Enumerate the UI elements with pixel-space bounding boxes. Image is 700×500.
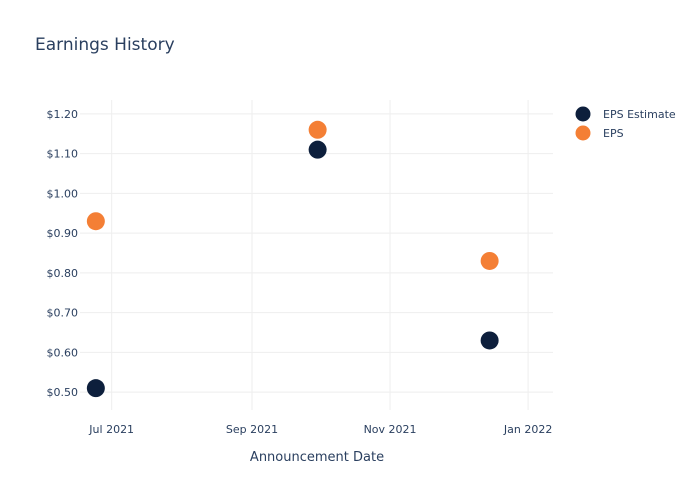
y-tick-label: $1.20	[47, 108, 79, 121]
data-point-eps-estimate[interactable]	[308, 140, 327, 159]
y-axis-ticks: $0.50 $0.60 $0.70 $0.80 $0.90 $1.00 $1.10 $1.20	[47, 108, 79, 399]
data-point-eps[interactable]	[86, 212, 105, 231]
y-tick-label: $1.00	[47, 187, 79, 200]
x-axis-ticks: Jul 2021 Sep 2021 Nov 2021 Jan 2022	[88, 423, 552, 436]
legend-marker[interactable]	[575, 106, 591, 122]
y-tick-label: $0.70	[47, 307, 79, 320]
grid	[80, 100, 553, 410]
legend[interactable]: EPS Estimate EPS	[575, 106, 676, 141]
legend-label[interactable]: EPS	[603, 127, 624, 140]
x-tick-label: Sep 2021	[226, 423, 278, 436]
data-point-eps-estimate[interactable]	[86, 379, 105, 398]
y-tick-label: $0.90	[47, 227, 79, 240]
data-point-eps-estimate[interactable]	[480, 331, 499, 350]
data-point-eps[interactable]	[308, 120, 327, 139]
data-points	[86, 120, 499, 398]
y-tick-label: $1.10	[47, 148, 79, 161]
legend-marker[interactable]	[575, 125, 591, 141]
x-tick-label: Jan 2022	[503, 423, 552, 436]
y-tick-label: $0.80	[47, 267, 79, 280]
data-point-eps[interactable]	[480, 251, 499, 270]
x-axis-label: Announcement Date	[250, 450, 384, 465]
x-tick-label: Jul 2021	[88, 423, 134, 436]
y-tick-label: $0.60	[47, 346, 79, 359]
y-tick-label: $0.50	[47, 386, 79, 399]
x-tick-label: Nov 2021	[364, 423, 417, 436]
chart-title: Earnings History	[35, 35, 175, 55]
legend-label[interactable]: EPS Estimate	[603, 108, 676, 121]
